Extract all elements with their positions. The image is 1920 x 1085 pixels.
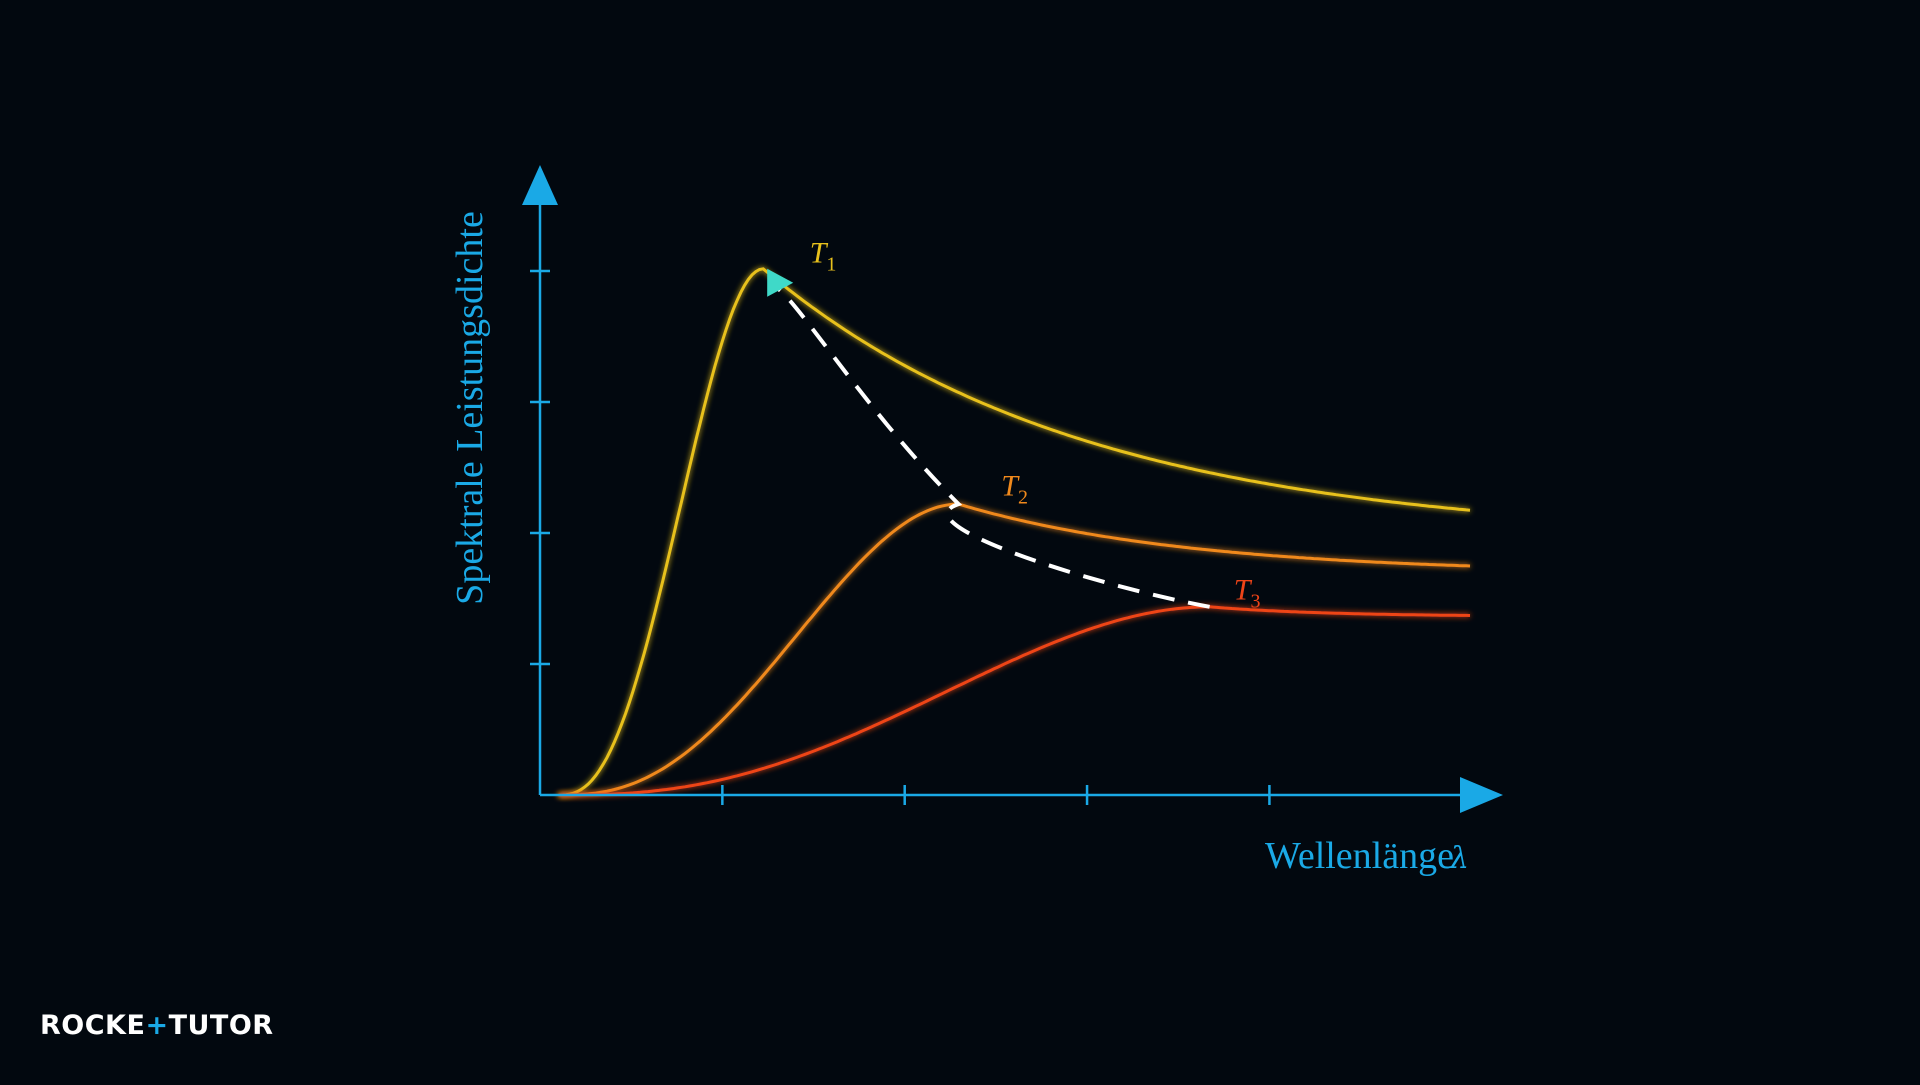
brand-text-middle: TUTO [168,1010,253,1041]
wien-layer [767,268,1210,609]
brand-logo: ROCKE+TUTOR [40,1010,274,1041]
series-label-1: T1 [810,237,837,276]
x-axis-symbol: λ [1449,841,1469,876]
series-line-2 [558,502,1471,797]
wien-arrowhead [767,268,794,297]
brand-plus-glyph: + [145,1010,169,1041]
series-line-1 [558,267,1471,797]
x-axis-title: Wellenlänge [1265,835,1454,877]
series-label-2: T2 [1001,469,1028,508]
x-axis-arrowhead [1460,777,1503,813]
ticks-layer [530,269,1271,805]
y-axis-title: Spektrale Leistungsdichte [449,211,491,605]
series-line-3 [558,605,1471,797]
axes-layer [522,165,1503,813]
y-axis-arrowhead [522,165,558,205]
labels-layer: T1 T2 T3 [810,237,1261,613]
brand-text-left: ROCKE [40,1010,146,1041]
brand-text-right: R [252,1010,274,1041]
series-label-3: T3 [1234,573,1261,612]
curves-layer [558,267,1471,797]
wien-dashed-line [776,287,1210,609]
